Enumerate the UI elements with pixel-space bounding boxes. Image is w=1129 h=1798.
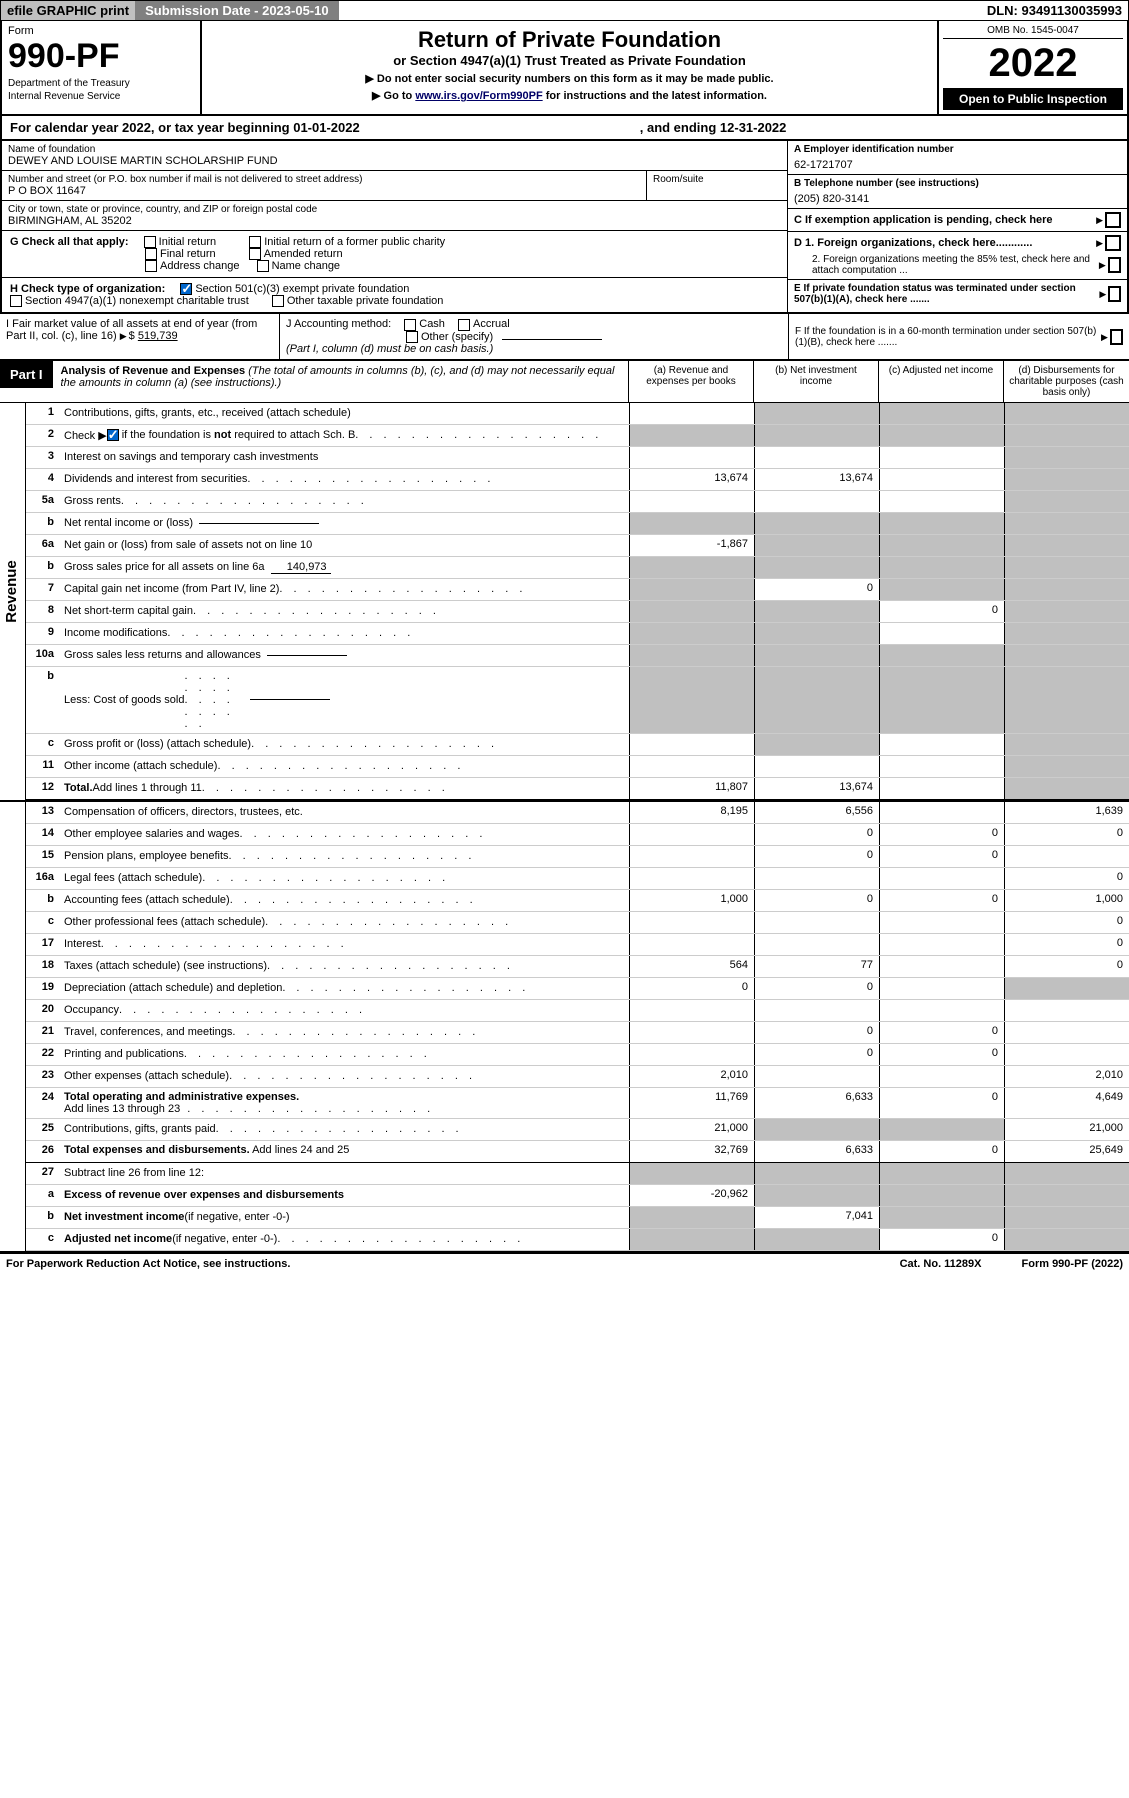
- tax-year: 2022: [943, 41, 1123, 86]
- part1-header: Part I Analysis of Revenue and Expenses …: [0, 361, 1129, 403]
- chk-501c3[interactable]: [180, 283, 192, 295]
- open-public: Open to Public Inspection: [943, 88, 1123, 110]
- note1: ▶ Do not enter social security numbers o…: [212, 72, 927, 85]
- form-subtitle: or Section 4947(a)(1) Trust Treated as P…: [212, 53, 927, 68]
- form-id-block: Form 990-PF Department of the Treasury I…: [2, 21, 202, 114]
- part1-title: Analysis of Revenue and Expenses (The to…: [53, 361, 629, 402]
- omb: OMB No. 1545-0047: [943, 25, 1123, 39]
- note2: ▶ Go to www.irs.gov/Form990PF for instru…: [212, 89, 927, 102]
- chk-4947[interactable]: [10, 295, 22, 307]
- expenses-section: Operating and Administrative Expenses 13…: [0, 802, 1129, 1253]
- form-year-block: OMB No. 1545-0047 2022 Open to Public In…: [937, 21, 1127, 114]
- section-c: C If exemption application is pending, c…: [788, 209, 1127, 232]
- instructions-link[interactable]: www.irs.gov/Form990PF: [415, 90, 542, 102]
- page-footer: For Paperwork Reduction Act Notice, see …: [0, 1253, 1129, 1274]
- chk-d1[interactable]: [1105, 235, 1121, 251]
- section-e: E If private foundation status was termi…: [788, 280, 1127, 308]
- phone-cell: B Telephone number (see instructions) (2…: [788, 175, 1127, 209]
- form-title-block: Return of Private Foundation or Section …: [202, 21, 937, 114]
- chk-address[interactable]: [145, 260, 157, 272]
- dept2: Internal Revenue Service: [8, 91, 194, 102]
- dept1: Department of the Treasury: [8, 78, 194, 89]
- submission-date: Submission Date - 2023-05-10: [135, 1, 339, 20]
- chk-other-method[interactable]: [406, 331, 418, 343]
- paperwork-notice: For Paperwork Reduction Act Notice, see …: [6, 1258, 290, 1270]
- revenue-section: Revenue 1Contributions, gifts, grants, e…: [0, 403, 1129, 802]
- chk-initial-public[interactable]: [249, 236, 261, 248]
- info-block: Name of foundation DEWEY AND LOUISE MART…: [0, 141, 1129, 314]
- section-j: J Accounting method: Cash Accrual Other …: [280, 314, 789, 358]
- chk-initial[interactable]: [144, 236, 156, 248]
- form-title: Return of Private Foundation: [212, 27, 927, 53]
- col-b: (b) Net investment income: [754, 361, 879, 402]
- room-cell: Room/suite: [647, 171, 787, 200]
- dln: DLN: 93491130035993: [981, 1, 1128, 20]
- chk-d2[interactable]: [1108, 257, 1121, 273]
- calendar-year: For calendar year 2022, or tax year begi…: [0, 116, 1129, 141]
- chk-f[interactable]: [1110, 329, 1123, 345]
- col-a: (a) Revenue and expenses per books: [629, 361, 754, 402]
- top-bar: efile GRAPHIC print Submission Date - 20…: [0, 0, 1129, 21]
- expenses-label: Operating and Administrative Expenses: [0, 802, 26, 1251]
- form-label: Form: [8, 25, 194, 37]
- efile-label: efile GRAPHIC print: [1, 1, 135, 20]
- form-ref: Form 990-PF (2022): [1022, 1258, 1124, 1270]
- col-c: (c) Adjusted net income: [879, 361, 1004, 402]
- col-d: (d) Disbursements for charitable purpose…: [1004, 361, 1129, 402]
- chk-e[interactable]: [1108, 286, 1121, 302]
- chk-amended[interactable]: [249, 248, 261, 260]
- form-number: 990-PF: [8, 37, 194, 76]
- section-h: H Check type of organization: Section 50…: [2, 278, 787, 312]
- foundation-name-cell: Name of foundation DEWEY AND LOUISE MART…: [2, 141, 787, 171]
- part1-badge: Part I: [0, 361, 53, 388]
- chk-cash[interactable]: [404, 319, 416, 331]
- section-g: G Check all that apply: Initial return I…: [2, 231, 787, 278]
- section-d: D 1. Foreign organizations, check here..…: [788, 232, 1127, 280]
- chk-schb[interactable]: [107, 429, 119, 441]
- chk-final[interactable]: [145, 248, 157, 260]
- revenue-label: Revenue: [0, 403, 26, 800]
- chk-name[interactable]: [257, 260, 269, 272]
- cat-no: Cat. No. 11289X: [900, 1258, 982, 1270]
- section-f: F If the foundation is in a 60-month ter…: [789, 314, 1129, 358]
- bottom-info: I Fair market value of all assets at end…: [0, 314, 1129, 360]
- chk-other-tax[interactable]: [272, 295, 284, 307]
- city-cell: City or town, state or province, country…: [2, 201, 787, 231]
- form-header: Form 990-PF Department of the Treasury I…: [0, 21, 1129, 116]
- ein-cell: A Employer identification number 62-1721…: [788, 141, 1127, 175]
- chk-c[interactable]: [1105, 212, 1121, 228]
- section-i: I Fair market value of all assets at end…: [0, 314, 280, 358]
- address-cell: Number and street (or P.O. box number if…: [2, 171, 647, 200]
- chk-accrual[interactable]: [458, 319, 470, 331]
